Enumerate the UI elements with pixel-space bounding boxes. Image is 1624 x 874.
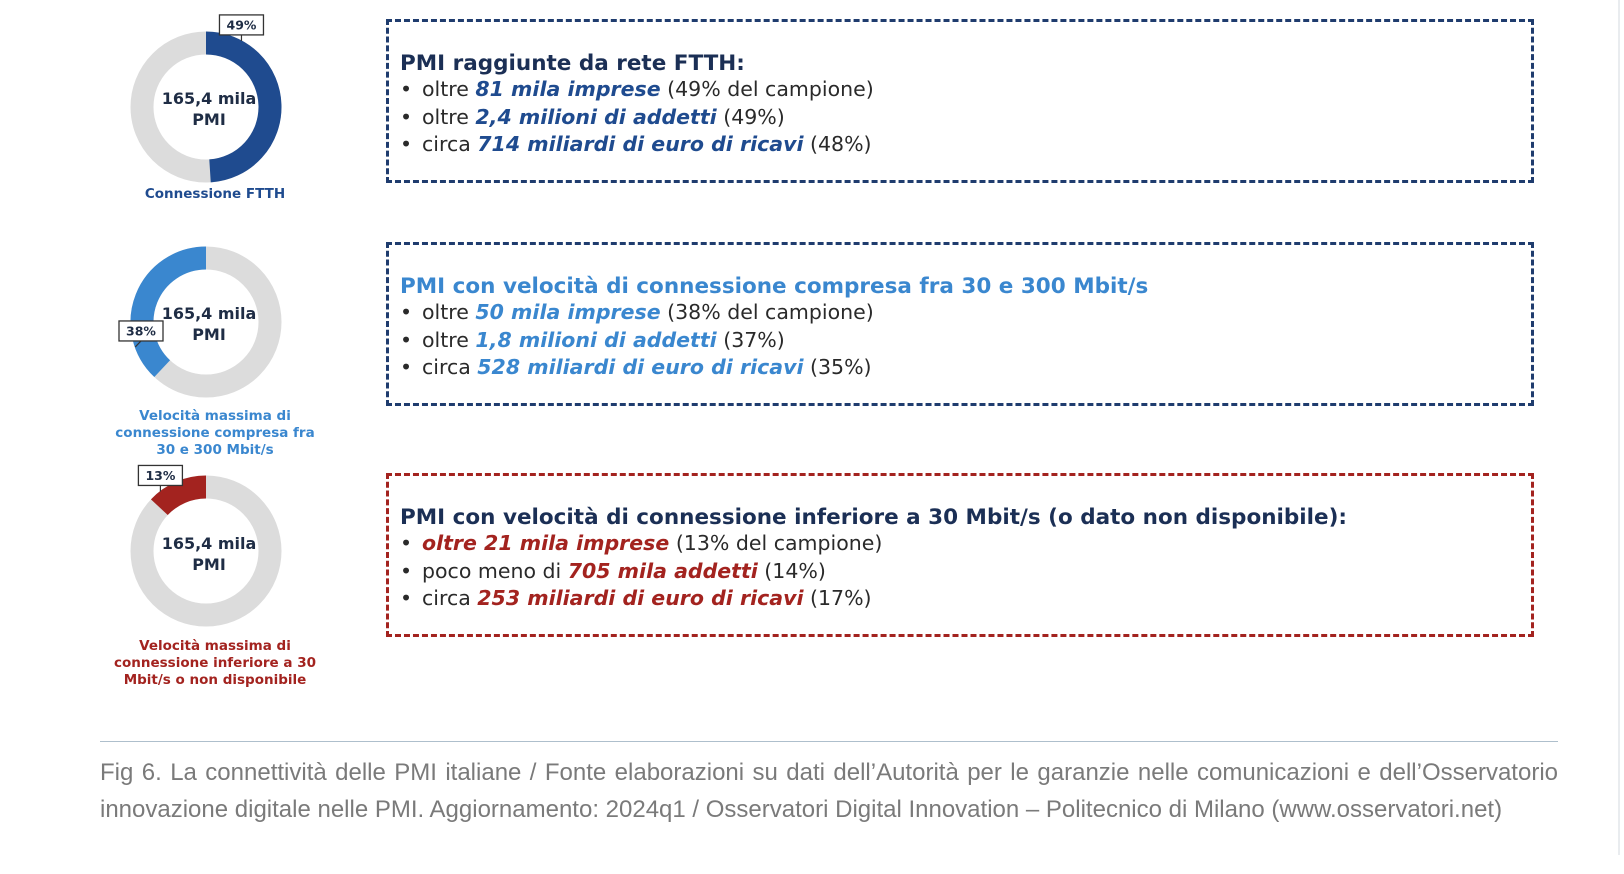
percent-callout: 49% — [218, 14, 265, 41]
donut-chart-30-300: 38% — [118, 246, 282, 398]
box-bullet-list: • oltre 81 mila imprese (49% del campione… — [400, 76, 1531, 159]
item-text: poco meno di — [422, 558, 568, 583]
item-text: (37%) — [716, 327, 785, 352]
center-label-line-2: PMI — [192, 110, 226, 129]
item-highlight: 2,4 milioni di addetti — [475, 104, 717, 129]
list-item: • circa 253 miliardi di euro di ricavi (1… — [400, 585, 1531, 613]
box-bullet-list: • oltre 21 mila imprese (13% del campione… — [400, 530, 1531, 613]
bullet-icon: • — [400, 300, 413, 324]
item-highlight: 714 miliardi di euro di ricavi — [477, 132, 804, 156]
donut-segment — [130, 246, 207, 378]
list-item: • oltre 1,8 milioni di addetti (37%) — [400, 327, 1531, 355]
callout-box — [218, 14, 265, 36]
caption-line: Velocità massima di — [139, 408, 291, 424]
donut-chart-ftth: 49% — [130, 14, 282, 183]
center-label-line-2: PMI — [192, 325, 226, 344]
caption-line: Connessione FTTH — [144, 186, 286, 202]
item-text: (49%) — [716, 104, 785, 129]
box-bullet-list: • oltre 50 mila imprese (38% del campione… — [400, 299, 1531, 382]
donut-chart-under-30: 13% — [130, 464, 282, 627]
item-text: oltre — [422, 77, 476, 101]
donut-center-label-ftth: 165,4 mila PMI — [134, 88, 284, 130]
donut-center-label-30-300: 165,4 mila PMI — [134, 303, 284, 345]
list-item: • oltre 2,4 milioni di addetti (49%) — [400, 104, 1531, 132]
item-text: (38% del campione) — [660, 300, 874, 324]
bullet-icon: • — [400, 327, 413, 352]
item-highlight: 528 miliardi di euro di ricavi — [477, 355, 804, 379]
item-highlight: 1,8 milioni di addetti — [475, 327, 717, 352]
caption-divider — [100, 741, 1558, 742]
center-label-line-2: PMI — [192, 555, 226, 574]
bullet-icon: • — [400, 586, 413, 610]
list-item: • poco meno di 705 mila addetti (14%) — [400, 558, 1531, 586]
bullet-icon: • — [400, 531, 413, 555]
item-highlight: 81 mila imprese — [475, 77, 661, 101]
box-title: PMI con velocità di connessione compresa… — [400, 274, 1149, 299]
list-item: • oltre 81 mila imprese (49% del campione… — [400, 76, 1531, 104]
percent-callout: 13% — [137, 464, 184, 492]
box-title: PMI raggiunte da rete FTTH: — [400, 51, 745, 76]
item-text: (13% del campione) — [669, 531, 883, 555]
donut-caption-ftth: Connessione FTTH — [100, 186, 330, 203]
bullet-icon: • — [400, 77, 413, 101]
item-text: (14%) — [757, 558, 826, 583]
item-text: oltre — [422, 300, 476, 324]
donut-center-label-under-30: 165,4 mila PMI — [134, 533, 284, 575]
item-text: (35%) — [803, 355, 872, 379]
page-edge-divider — [1618, 0, 1620, 855]
item-text: (48%) — [803, 132, 872, 156]
bullet-icon: • — [400, 558, 413, 583]
item-highlight: 705 mila addetti — [567, 558, 758, 583]
percent-callout: 38% — [118, 320, 164, 348]
center-label-line-1: 165,4 mila — [161, 89, 257, 108]
donut-segment — [150, 475, 207, 516]
center-label-line-1: 165,4 mila — [161, 534, 257, 553]
list-item: • oltre 50 mila imprese (38% del campione… — [400, 299, 1531, 327]
percent-label: 38% — [126, 323, 156, 338]
item-text: (17%) — [803, 586, 872, 610]
bullet-icon: • — [400, 132, 413, 156]
callout-leader — [134, 340, 142, 348]
item-text: circa — [422, 355, 478, 379]
donut-caption-30-300: Velocità massima di connessione compresa… — [100, 408, 330, 459]
donut-segment — [205, 31, 282, 183]
box-title: PMI con velocità di connessione inferior… — [400, 505, 1348, 530]
list-item: • oltre 21 mila imprese (13% del campione… — [400, 530, 1531, 558]
callout-box — [137, 464, 184, 487]
callout-box — [118, 320, 164, 342]
percent-label: 13% — [145, 468, 175, 483]
percent-label: 49% — [227, 17, 257, 32]
item-text: oltre — [422, 327, 476, 352]
caption-line: 30 e 300 Mbit/s — [156, 442, 274, 458]
caption-line: connessione compresa fra — [115, 425, 315, 441]
caption-line: Velocità massima di — [139, 638, 291, 654]
item-text: oltre — [422, 104, 476, 129]
item-text: circa — [422, 132, 478, 156]
center-label-line-1: 165,4 mila — [161, 304, 257, 323]
donut-caption-under-30: Velocità massima di connessione inferior… — [100, 638, 330, 689]
caption-line: Mbit/s o non disponibile — [123, 672, 307, 688]
item-text: (49% del campione) — [660, 77, 874, 101]
item-highlight: oltre 21 mila imprese — [422, 531, 670, 555]
info-box-under-30: PMI con velocità di connessione inferior… — [386, 473, 1534, 637]
figure-caption: Fig 6. La connettività delle PMI italian… — [100, 759, 1558, 823]
item-text: circa — [422, 586, 478, 610]
info-box-30-300: PMI con velocità di connessione compresa… — [386, 242, 1534, 406]
item-highlight: 50 mila imprese — [475, 300, 661, 324]
list-item: • circa 714 miliardi di euro di ricavi (4… — [400, 131, 1531, 159]
item-highlight: 253 miliardi di euro di ricavi — [477, 586, 804, 610]
caption-line: connessione inferiore a 30 — [113, 655, 317, 671]
info-box-ftth: PMI raggiunte da rete FTTH: • oltre 81 mi… — [386, 19, 1534, 183]
list-item: • circa 528 miliardi di euro di ricavi (3… — [400, 354, 1531, 382]
bullet-icon: • — [400, 104, 413, 129]
bullet-icon: • — [400, 355, 413, 379]
